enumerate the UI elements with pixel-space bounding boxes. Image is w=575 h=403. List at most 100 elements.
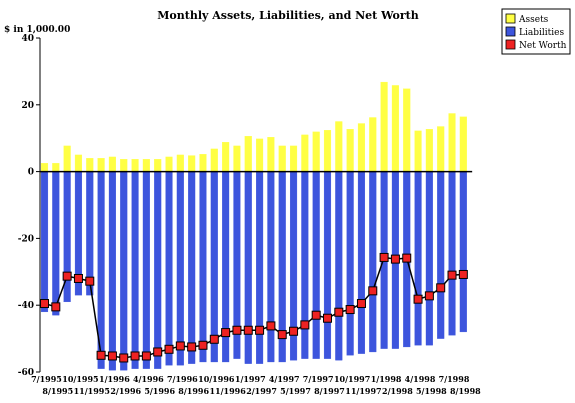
assets-bar xyxy=(74,154,83,172)
net-worth-point xyxy=(345,305,355,315)
x-tick-label: 8/1996 xyxy=(178,386,209,396)
assets-bar xyxy=(142,159,150,172)
liabilities-bar xyxy=(346,171,354,356)
y-axis-ticks: 40 20 0 -20 -40 -60 xyxy=(18,34,40,378)
liabilities-bar xyxy=(131,171,139,369)
x-tick-label: 4/1996 xyxy=(133,374,164,384)
liabilities-bar xyxy=(244,171,252,364)
x-tick-label: 7/1997 xyxy=(303,374,334,384)
assets-bar xyxy=(289,145,298,172)
liabilities-bar xyxy=(188,171,196,364)
x-tick-label: 7/1998 xyxy=(439,374,470,384)
y-tick-label: -40 xyxy=(18,301,34,311)
x-tick-label: 10/1996 xyxy=(198,374,235,384)
net-worth-point xyxy=(62,271,72,281)
liabilities-bar xyxy=(210,171,218,363)
assets-bar xyxy=(369,117,377,172)
net-worth-point xyxy=(323,313,332,323)
net-worth-point xyxy=(458,269,468,279)
liabilities-bar xyxy=(267,171,275,363)
assets-bar xyxy=(312,131,320,172)
x-tick-label: 11/1996 xyxy=(209,386,246,396)
assets-bar xyxy=(380,81,388,172)
x-tick-label: 11/1997 xyxy=(345,386,381,396)
assets-bar xyxy=(459,116,467,172)
assets-bar xyxy=(52,163,60,172)
assets-bar xyxy=(108,156,116,172)
assets-bar xyxy=(199,154,207,172)
liabilities-bar xyxy=(414,171,422,346)
net-worth-point xyxy=(232,325,242,335)
x-tick-label: 4/1998 xyxy=(405,374,436,384)
net-worth-point xyxy=(300,320,310,330)
net-worth-point xyxy=(40,299,49,309)
net-worth-point xyxy=(153,347,163,357)
liabilities-bar xyxy=(448,171,456,336)
x-tick-label: 10/1997 xyxy=(334,374,370,384)
liabilities-bar xyxy=(108,171,116,371)
assets-bar xyxy=(63,145,71,172)
liabilities-bar xyxy=(176,171,184,366)
assets-bar xyxy=(233,145,241,172)
liabilities-bar xyxy=(165,171,173,366)
net-worth-point xyxy=(51,302,61,312)
liabilities-bar xyxy=(301,171,309,359)
assets-bar xyxy=(267,137,275,172)
x-tick-label: 1/1998 xyxy=(371,374,402,384)
liabilities-bar xyxy=(199,171,207,363)
x-tick-label: 5/1998 xyxy=(416,386,447,396)
x-tick-label: 2/1998 xyxy=(382,386,413,396)
liabilities-bar xyxy=(52,171,60,316)
assets-bar xyxy=(403,88,411,172)
net-worth-point xyxy=(96,350,106,360)
net-worth-point xyxy=(130,351,140,361)
assets-bar xyxy=(222,142,230,172)
assets-bar xyxy=(165,156,173,172)
assets-bar xyxy=(86,158,94,172)
net-worth-point xyxy=(175,341,185,351)
net-worth-point xyxy=(255,325,265,335)
legend-swatch-net-worth xyxy=(505,39,516,50)
liabilities-bars xyxy=(40,171,467,371)
net-worth-point xyxy=(119,353,129,363)
liabilities-bar xyxy=(459,171,467,333)
assets-bar xyxy=(176,154,184,172)
liabilities-bar xyxy=(357,171,366,354)
net-worth-point xyxy=(356,299,366,309)
x-axis-ticks: 7/1995 8/1995 10/1995 11/1995 1/1996 2/1996 4/… xyxy=(31,374,481,396)
assets-bar xyxy=(323,130,332,172)
net-worth-point xyxy=(73,273,83,283)
net-worth-point xyxy=(107,351,117,361)
x-tick-label: 1/1997 xyxy=(235,374,266,384)
net-worth-point xyxy=(368,286,378,296)
assets-bar xyxy=(256,138,264,172)
net-worth-point xyxy=(164,344,174,354)
x-tick-label: 11/1995 xyxy=(74,386,110,396)
assets-bar xyxy=(278,145,286,172)
net-worth-point xyxy=(424,291,434,301)
liabilities-bar xyxy=(142,171,150,369)
net-worth-point xyxy=(209,334,219,344)
y-tick-label: 20 xyxy=(21,101,34,111)
net-worth-point xyxy=(187,342,197,352)
net-worth-point xyxy=(390,254,400,264)
net-worth-point xyxy=(289,326,299,336)
x-tick-label: 7/1996 xyxy=(167,374,198,384)
net-worth-point xyxy=(311,310,321,320)
liabilities-bar xyxy=(425,171,433,346)
liabilities-bar xyxy=(335,171,343,361)
x-tick-label: 7/1995 xyxy=(31,374,62,384)
net-worth-point xyxy=(436,283,446,293)
net-worth-point xyxy=(85,276,95,286)
legend-swatch-liabilities xyxy=(505,26,516,37)
liabilities-bar xyxy=(86,171,94,296)
net-worth-point xyxy=(447,270,457,280)
net-worth-point xyxy=(141,351,151,361)
assets-bar xyxy=(97,158,105,172)
y-tick-label: 40 xyxy=(21,34,34,44)
liabilities-bar xyxy=(369,171,377,353)
legend-label-assets: Assets xyxy=(518,15,549,25)
x-tick-label: 1/1996 xyxy=(99,374,130,384)
net-worth-point xyxy=(379,252,389,262)
